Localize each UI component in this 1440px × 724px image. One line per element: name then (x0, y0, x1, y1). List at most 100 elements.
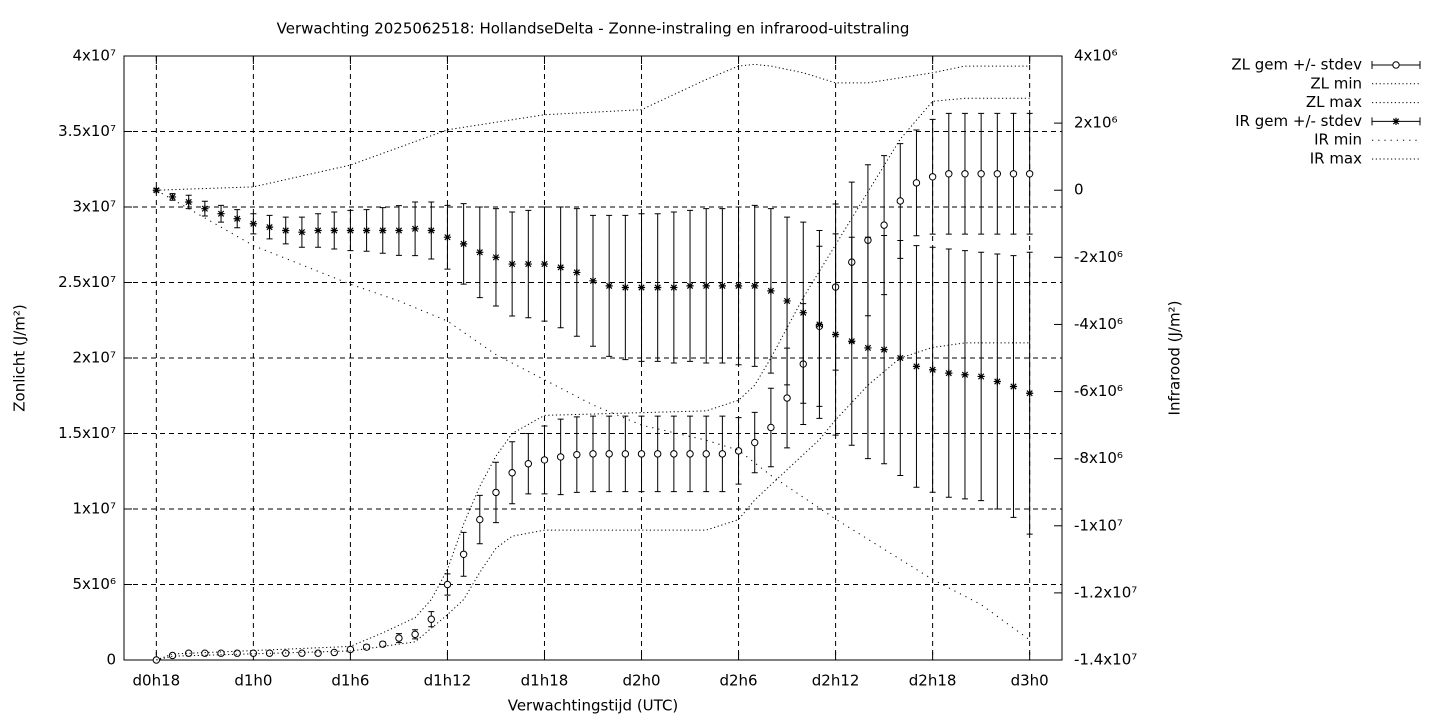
data-point (945, 170, 953, 178)
data-point (880, 221, 888, 229)
data-point (605, 450, 613, 458)
data-point (993, 377, 1001, 386)
data-point (1026, 389, 1034, 397)
data-point (346, 226, 355, 235)
data-point (314, 226, 322, 235)
y2-tick-label: 2x10⁶ (1074, 114, 1118, 132)
y2-tick-label: -8x10⁶ (1074, 449, 1123, 467)
x-tick-label: d1h18 (521, 672, 569, 690)
data-point (993, 170, 1002, 178)
legend-label: IR gem +/- stdev (1235, 112, 1362, 130)
data-point (282, 226, 290, 235)
data-point (427, 226, 435, 235)
data-point (653, 450, 662, 458)
data-point (977, 372, 985, 381)
data-point (249, 220, 257, 228)
data-point (718, 282, 726, 290)
legend-label: IR max (1310, 150, 1362, 168)
data-point (411, 630, 419, 639)
data-point (508, 260, 516, 268)
data-point (573, 268, 581, 277)
data-point (831, 330, 840, 339)
data-point (637, 450, 646, 458)
data-point (928, 173, 937, 181)
data-point (912, 179, 921, 187)
y-tick-label: 0 (106, 651, 116, 669)
data-point (1009, 382, 1018, 391)
data-point (201, 205, 209, 213)
data-point (734, 447, 743, 455)
y-tick-label: 5x10⁶ (72, 575, 116, 593)
data-point (346, 645, 355, 654)
data-point (977, 170, 985, 178)
data-point (637, 283, 646, 292)
data-point (654, 283, 662, 292)
y-tick-label: 1x10⁷ (72, 500, 116, 518)
data-point (767, 423, 775, 432)
y-tick-label: 2.5x10⁷ (58, 273, 116, 291)
data-point (589, 450, 597, 458)
data-point (411, 225, 419, 233)
y2-tick-label: -1.2x10⁷ (1074, 583, 1137, 601)
data-point (330, 226, 338, 235)
y-tick-label: 1.5x10⁷ (58, 424, 116, 442)
data-point (815, 320, 824, 329)
data-point (896, 197, 904, 205)
data-point (880, 346, 888, 354)
range-line (156, 97, 1030, 661)
y-axis-label: Zonlicht (J/m²) (11, 304, 29, 412)
data-point (249, 649, 258, 657)
data-point (848, 337, 856, 345)
data-point (168, 193, 177, 201)
data-point (864, 344, 872, 352)
data-point (718, 450, 727, 458)
data-point (476, 248, 484, 256)
data-point (427, 615, 435, 623)
data-point (686, 282, 694, 290)
data-point (217, 649, 225, 657)
data-point (185, 198, 193, 206)
data-point (896, 354, 904, 362)
data-point (298, 228, 306, 236)
x-axis-label: Verwachtingstijd (UTC) (508, 697, 679, 715)
x-tick-label: d2h0 (622, 672, 660, 690)
chart-title: Verwachting 2025062518: HollandseDelta -… (277, 20, 910, 38)
data-point (314, 649, 322, 657)
data-point (1025, 170, 1034, 178)
data-point (1009, 170, 1018, 178)
data-point (751, 282, 759, 290)
data-point (912, 362, 921, 370)
data-point (168, 651, 177, 660)
data-point (217, 210, 225, 218)
y2-axis-label: Infrarood (J/m²) (1166, 301, 1184, 416)
data-point (783, 394, 791, 402)
data-point (379, 226, 387, 235)
y-tick-label: 4x10⁷ (72, 47, 116, 65)
data-point (152, 186, 160, 194)
data-point (362, 643, 371, 651)
y-tick-label: 3.5x10⁷ (58, 122, 116, 140)
data-point (929, 366, 937, 374)
data-point (945, 369, 953, 377)
data-point (330, 648, 338, 657)
data-point (702, 282, 710, 290)
y2-tick-label: 0 (1074, 181, 1084, 199)
data-point (557, 263, 565, 271)
data-point (460, 240, 468, 248)
data-point (686, 450, 694, 458)
y2-tick-label: -2x10⁶ (1074, 248, 1123, 266)
data-point (702, 450, 710, 458)
data-point (734, 282, 743, 290)
data-point (783, 297, 791, 305)
data-point (492, 488, 500, 497)
y-tick-label: 2x10⁷ (72, 349, 116, 367)
data-point (573, 450, 581, 459)
data-point (799, 309, 807, 317)
data-point (265, 649, 274, 657)
data-point (524, 460, 533, 468)
y2-tick-label: -1x10⁷ (1074, 516, 1123, 534)
x-tick-label: d2h6 (719, 672, 757, 690)
plot-frame (123, 55, 1063, 661)
data-point (459, 550, 468, 558)
data-point (395, 226, 403, 235)
